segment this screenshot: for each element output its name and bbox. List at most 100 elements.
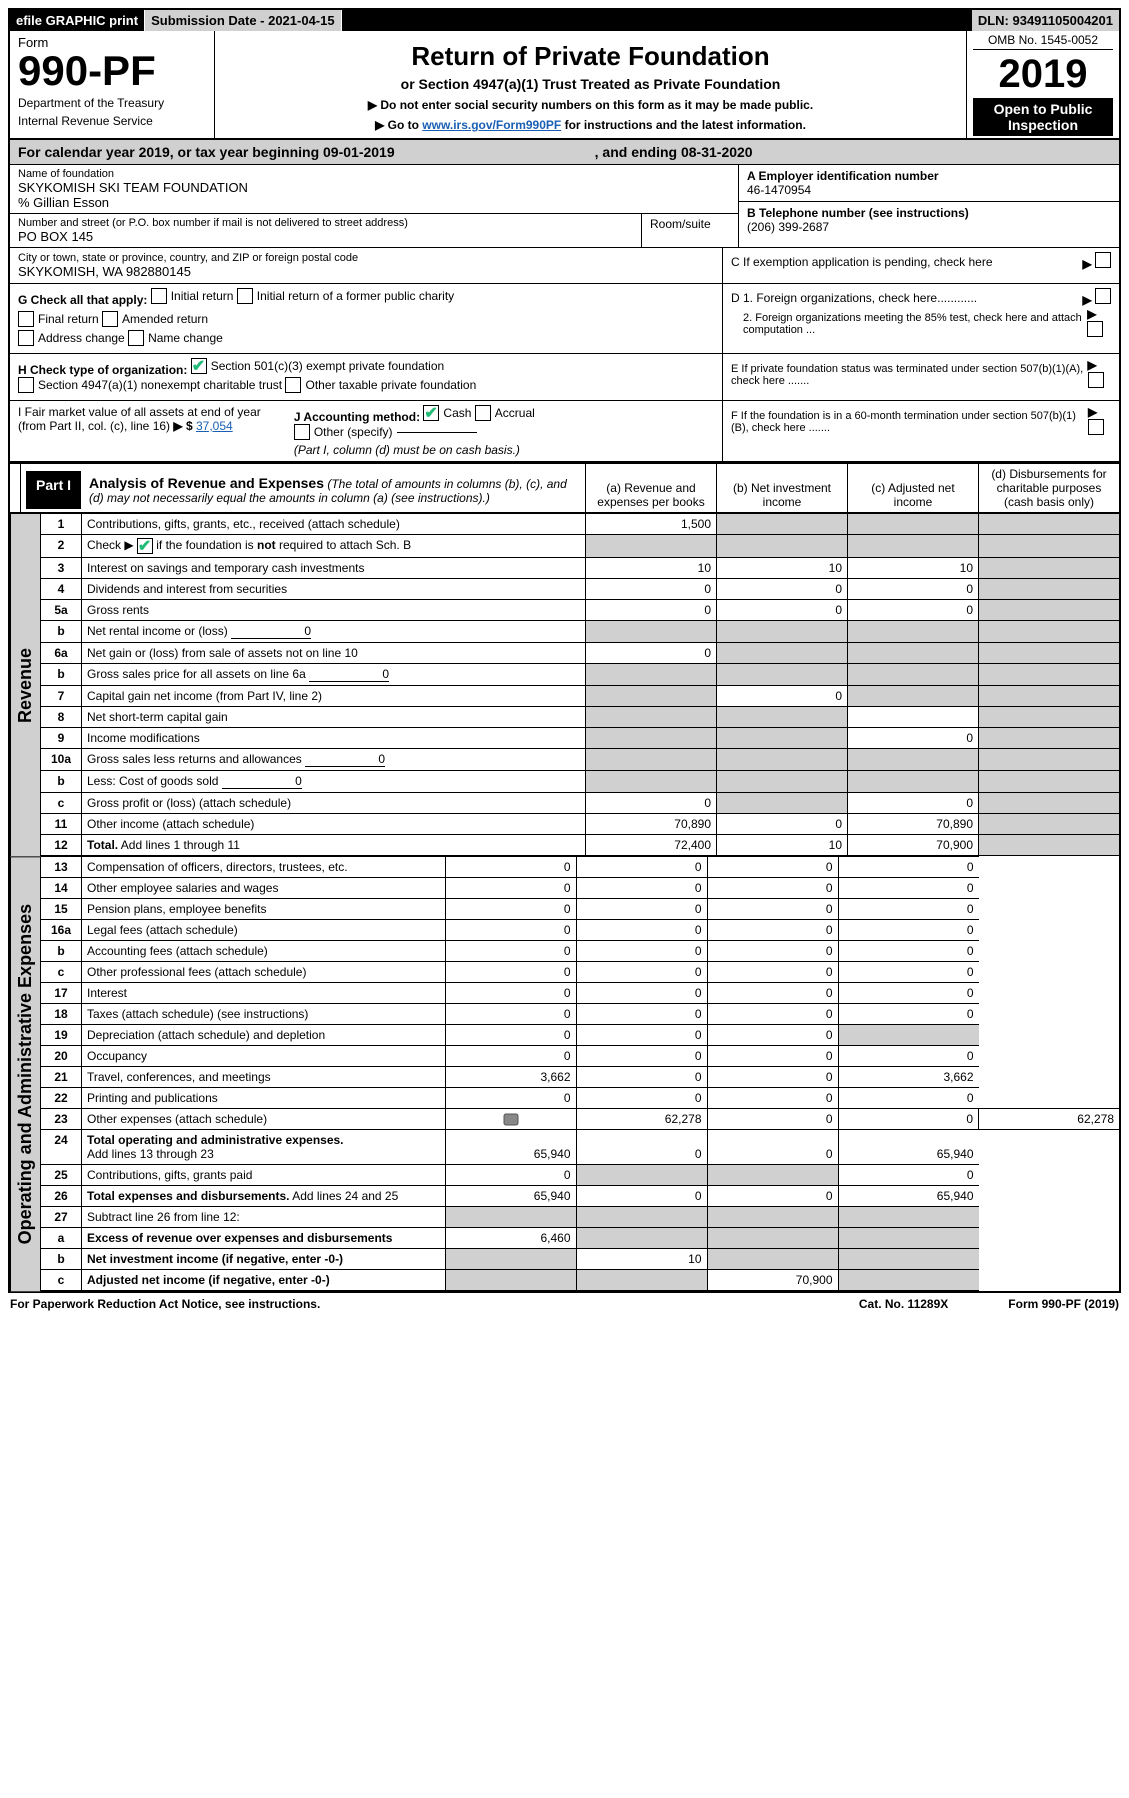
line-desc: Capital gain net income (from Part IV, l… (82, 686, 586, 707)
d1-checkbox[interactable] (1095, 288, 1111, 304)
cell-c: 0 (707, 857, 838, 878)
dln: DLN: 93491105004201 (972, 10, 1119, 31)
cell-b: 0 (576, 1004, 707, 1025)
cash-checkbox[interactable] (423, 405, 439, 421)
4947-checkbox[interactable] (18, 377, 34, 393)
cell-c: 0 (848, 600, 979, 621)
otherpf-checkbox[interactable] (285, 377, 301, 393)
line-number: 20 (41, 1046, 82, 1067)
street-label: Number and street (or P.O. box number if… (18, 217, 633, 229)
cell-c: 0 (707, 920, 838, 941)
line-number: 19 (41, 1025, 82, 1046)
form-number: 990-PF (18, 50, 206, 92)
room-label: Room/suite (642, 214, 738, 247)
accrual-checkbox[interactable] (475, 405, 491, 421)
cell-a: 3,662 (445, 1067, 576, 1088)
cell-a: 0 (445, 983, 576, 1004)
f-checkbox[interactable] (1088, 419, 1104, 435)
cell-a (586, 707, 717, 728)
col-b: (b) Net investment income (717, 464, 848, 513)
c-checkbox[interactable] (1095, 252, 1111, 268)
line-number: 9 (41, 728, 82, 749)
cell-b (717, 664, 848, 686)
cell-c: 10 (848, 558, 979, 579)
cell-c (848, 535, 979, 558)
line-desc: Other professional fees (attach schedule… (82, 962, 446, 983)
cell-d (979, 728, 1120, 749)
e-checkbox[interactable] (1088, 372, 1104, 388)
line-desc: Taxes (attach schedule) (see instruction… (82, 1004, 446, 1025)
line-number: 22 (41, 1088, 82, 1109)
501c3-checkbox[interactable] (191, 358, 207, 374)
cell-b (717, 514, 848, 535)
cell-a (586, 749, 717, 771)
cell-d (979, 707, 1120, 728)
city: SKYKOMISH, WA 982880145 (18, 264, 714, 279)
col-a: (a) Revenue and expenses per books (586, 464, 717, 513)
attachment-icon[interactable] (445, 1109, 576, 1130)
cell-d (838, 1025, 979, 1046)
cell-c (848, 643, 979, 664)
line-number: 6a (41, 643, 82, 664)
line-number: c (41, 1270, 82, 1291)
revenue-label: Revenue (10, 513, 41, 856)
line-desc: Gross rents (82, 600, 586, 621)
cal-end: 08-31-2020 (681, 144, 753, 160)
cell-c (707, 1207, 838, 1228)
i-value[interactable]: 37,054 (196, 419, 233, 433)
line-desc: Interest (82, 983, 446, 1004)
phone-label: B Telephone number (see instructions) (747, 206, 1111, 220)
line-number: 17 (41, 983, 82, 1004)
line-desc: Legal fees (attach schedule) (82, 920, 446, 941)
line-number: c (41, 962, 82, 983)
cell-a: 0 (445, 878, 576, 899)
line-number: b (41, 1249, 82, 1270)
cell-b: 0 (707, 1109, 838, 1130)
cell-c: 0 (707, 878, 838, 899)
line-desc: Accounting fees (attach schedule) (82, 941, 446, 962)
cell-d (838, 1270, 979, 1291)
e-label: E If private foundation status was termi… (731, 363, 1088, 387)
oae-label: Operating and Administrative Expenses (10, 856, 41, 1291)
instr-2-post: for instructions and the latest informat… (565, 118, 806, 132)
dept-2: Internal Revenue Service (18, 114, 206, 128)
other-acct-checkbox[interactable] (294, 424, 310, 440)
cell-b: 0 (576, 962, 707, 983)
cell-a (586, 728, 717, 749)
cell-b: 10 (717, 558, 848, 579)
cell-b (576, 1228, 707, 1249)
instr-link[interactable]: www.irs.gov/Form990PF (422, 118, 561, 132)
amended-checkbox[interactable] (102, 311, 118, 327)
cell-a: 62,278 (576, 1109, 707, 1130)
name-change-checkbox[interactable] (128, 330, 144, 346)
cell-c (848, 771, 979, 793)
cell-b: 0 (576, 1186, 707, 1207)
line-number: a (41, 1228, 82, 1249)
line-number: 13 (41, 857, 82, 878)
d2-checkbox[interactable] (1087, 321, 1103, 337)
cell-a (586, 686, 717, 707)
final-checkbox[interactable] (18, 311, 34, 327)
cell-a: 0 (586, 600, 717, 621)
cell-d: 0 (838, 878, 979, 899)
initial-checkbox[interactable] (151, 288, 167, 304)
j-note: (Part I, column (d) must be on cash basi… (294, 443, 520, 457)
line-number: 8 (41, 707, 82, 728)
line-number: b (41, 621, 82, 643)
cell-b: 0 (576, 1130, 707, 1165)
cell-d: 0 (838, 1004, 979, 1025)
cell-c (707, 1249, 838, 1270)
cell-b (717, 749, 848, 771)
line-desc: Other expenses (attach schedule) (82, 1109, 446, 1130)
cell-a: 0 (445, 941, 576, 962)
footer-form: Form 990-PF (2019) (1008, 1297, 1119, 1311)
cell-b: 0 (576, 857, 707, 878)
line-desc: Travel, conferences, and meetings (82, 1067, 446, 1088)
cell-b: 0 (576, 1067, 707, 1088)
submission-date: Submission Date - 2021-04-15 (145, 10, 342, 31)
address-change-checkbox[interactable] (18, 330, 34, 346)
cell-d: 0 (838, 941, 979, 962)
cell-d (979, 664, 1120, 686)
cell-a (445, 1207, 576, 1228)
initial-former-checkbox[interactable] (237, 288, 253, 304)
